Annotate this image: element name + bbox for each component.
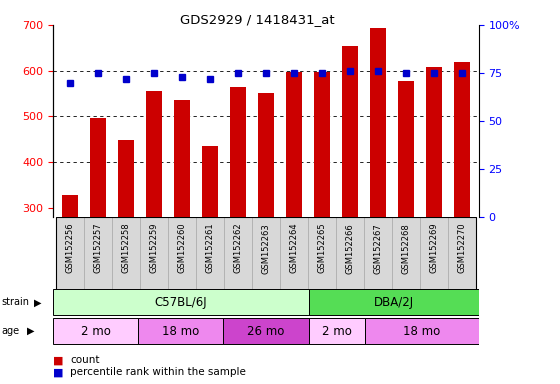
- FancyBboxPatch shape: [309, 318, 365, 344]
- FancyBboxPatch shape: [309, 290, 479, 315]
- Text: ▶: ▶: [34, 297, 41, 308]
- Bar: [62, 195, 78, 217]
- Bar: [342, 46, 358, 217]
- FancyBboxPatch shape: [84, 217, 112, 290]
- Text: GSM152267: GSM152267: [374, 223, 382, 273]
- FancyBboxPatch shape: [336, 217, 364, 290]
- Text: strain: strain: [2, 297, 30, 308]
- Text: GSM152263: GSM152263: [262, 223, 270, 273]
- FancyBboxPatch shape: [112, 217, 140, 290]
- FancyBboxPatch shape: [223, 318, 309, 344]
- FancyBboxPatch shape: [224, 217, 252, 290]
- Text: GSM152260: GSM152260: [178, 223, 186, 273]
- Text: 26 mo: 26 mo: [248, 325, 284, 338]
- Bar: [454, 63, 470, 217]
- Bar: [258, 93, 274, 217]
- Text: 18 mo: 18 mo: [162, 325, 199, 338]
- FancyBboxPatch shape: [365, 318, 479, 344]
- FancyBboxPatch shape: [138, 318, 223, 344]
- Bar: [146, 91, 162, 217]
- FancyBboxPatch shape: [140, 217, 168, 290]
- Text: GSM152266: GSM152266: [346, 223, 354, 273]
- Text: GDS2929 / 1418431_at: GDS2929 / 1418431_at: [180, 13, 335, 26]
- Text: GSM152265: GSM152265: [318, 223, 326, 273]
- Bar: [314, 72, 330, 217]
- Bar: [398, 81, 414, 217]
- Bar: [202, 146, 218, 217]
- Bar: [370, 28, 386, 217]
- FancyBboxPatch shape: [56, 217, 84, 290]
- Text: GSM152256: GSM152256: [66, 223, 74, 273]
- FancyBboxPatch shape: [364, 217, 392, 290]
- Text: GSM152270: GSM152270: [458, 223, 466, 273]
- Text: GSM152261: GSM152261: [206, 223, 214, 273]
- Text: GSM152268: GSM152268: [402, 223, 410, 273]
- Bar: [174, 100, 190, 217]
- Bar: [230, 87, 246, 217]
- Text: count: count: [70, 355, 100, 365]
- FancyBboxPatch shape: [168, 217, 196, 290]
- FancyBboxPatch shape: [308, 217, 336, 290]
- FancyBboxPatch shape: [392, 217, 420, 290]
- Text: 2 mo: 2 mo: [81, 325, 111, 338]
- FancyBboxPatch shape: [280, 217, 308, 290]
- Text: GSM152269: GSM152269: [430, 223, 438, 273]
- Text: 18 mo: 18 mo: [403, 325, 441, 338]
- Text: percentile rank within the sample: percentile rank within the sample: [70, 367, 246, 377]
- Text: C57BL/6J: C57BL/6J: [155, 296, 207, 309]
- Bar: [118, 140, 134, 217]
- Text: GSM152257: GSM152257: [94, 223, 102, 273]
- Text: ■: ■: [53, 355, 64, 365]
- Text: ■: ■: [53, 367, 64, 377]
- Text: DBA/2J: DBA/2J: [374, 296, 414, 309]
- Bar: [286, 72, 302, 217]
- Bar: [426, 68, 442, 217]
- Text: GSM152262: GSM152262: [234, 223, 242, 273]
- Text: GSM152264: GSM152264: [290, 223, 298, 273]
- FancyBboxPatch shape: [53, 290, 309, 315]
- Text: ▶: ▶: [27, 326, 35, 336]
- Text: 2 mo: 2 mo: [322, 325, 352, 338]
- Text: GSM152259: GSM152259: [150, 223, 158, 273]
- FancyBboxPatch shape: [420, 217, 448, 290]
- FancyBboxPatch shape: [53, 318, 138, 344]
- Text: GSM152258: GSM152258: [122, 223, 130, 273]
- FancyBboxPatch shape: [196, 217, 224, 290]
- Bar: [90, 118, 106, 217]
- FancyBboxPatch shape: [448, 217, 476, 290]
- Text: age: age: [2, 326, 20, 336]
- FancyBboxPatch shape: [252, 217, 280, 290]
